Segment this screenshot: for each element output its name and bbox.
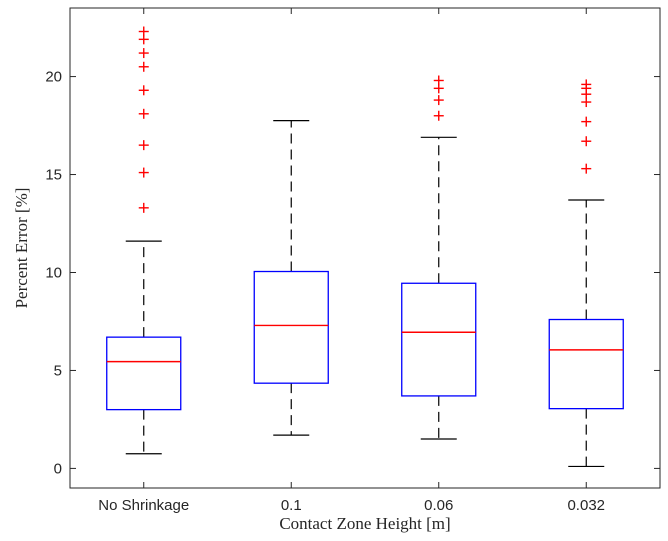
x-axis-label: Contact Zone Height [m] (279, 514, 450, 533)
box-iqr (548, 318, 624, 410)
box-2 (401, 75, 477, 440)
outlier-point (138, 26, 149, 37)
y-tick-label: 0 (54, 460, 62, 477)
outlier-point (581, 136, 592, 147)
x-tick-label: 0.1 (281, 497, 302, 514)
box-iqr (253, 270, 329, 384)
outlier-point (433, 110, 444, 121)
x-tick-label: 0.032 (567, 497, 605, 514)
y-tick-label: 5 (54, 362, 62, 379)
outlier-point (138, 140, 149, 151)
box-3 (548, 79, 624, 468)
outlier-point (138, 167, 149, 178)
outlier-point (581, 116, 592, 127)
x-tick-label: No Shrinkage (98, 497, 189, 514)
y-axis: 0 5 10 15 20 (45, 69, 660, 477)
x-axis: No Shrinkage 0.1 0.06 0.032 (98, 8, 605, 514)
outlier-point (138, 108, 149, 119)
box-iqr (401, 282, 477, 397)
outlier-point (581, 163, 592, 174)
outlier-point (138, 48, 149, 59)
outlier-point (138, 202, 149, 213)
outlier-point (433, 75, 444, 86)
outlier-point (138, 85, 149, 96)
y-tick-label: 20 (45, 69, 62, 86)
boxes (106, 26, 624, 468)
box-1 (253, 120, 329, 436)
y-tick-label: 10 (45, 264, 62, 281)
outlier-point (581, 79, 592, 90)
y-tick-label: 15 (45, 167, 62, 184)
x-tick-label: 0.06 (424, 497, 453, 514)
box-iqr (106, 336, 182, 411)
plot-area (69, 7, 661, 489)
y-axis-label: Percent Error [%] (12, 188, 31, 309)
box-0 (106, 26, 182, 455)
outlier-point (138, 61, 149, 72)
outlier-point (433, 95, 444, 106)
